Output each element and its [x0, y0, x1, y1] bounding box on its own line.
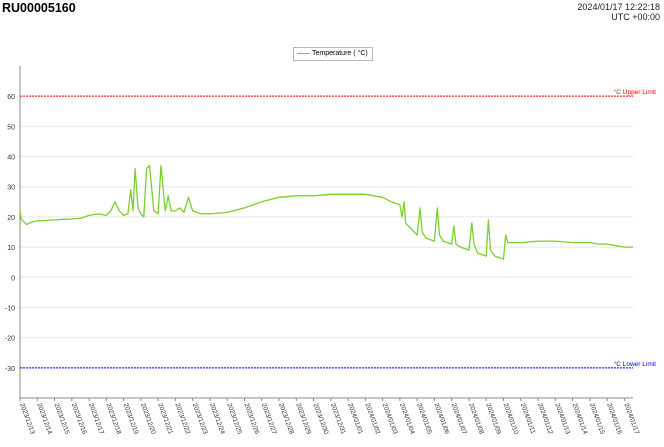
x-tick-label: 2024/01/13 — [553, 402, 571, 435]
x-tick-label: 2023/12/21 — [156, 402, 174, 435]
x-tick-label: 2023/12/15 — [53, 402, 71, 435]
legend-line-swatch — [297, 53, 310, 54]
x-tick-label: 2024/01/07 — [450, 402, 468, 435]
x-tick-label: 2023/12/22 — [174, 402, 192, 435]
x-tick-label: 2023/12/24 — [208, 402, 226, 435]
x-tick-label: 2023/12/23 — [191, 402, 209, 435]
x-tick-label: 2024/01/15 — [588, 402, 606, 435]
x-tick-label: 2024/01/17 — [622, 402, 640, 435]
x-tick-label: 2024/01/16 — [605, 402, 623, 435]
x-tick-label: 2024/01/12 — [536, 402, 554, 435]
x-tick-label: 2024/01/06 — [433, 402, 451, 435]
x-tick-label: 2024/01/04 — [398, 402, 416, 435]
x-tick-label: 2023/12/16 — [70, 402, 88, 435]
x-tick-label: 2024/01/09 — [484, 402, 502, 435]
x-tick-label: 2024/01/01 — [346, 402, 364, 435]
device-id: RU00005160 — [2, 1, 76, 15]
x-tick-label: 2024/01/11 — [519, 402, 537, 435]
upper-limit-label: °C Upper Limit — [614, 88, 657, 96]
temperature-series-line — [19, 164, 633, 260]
x-tick-label: 2024/01/08 — [467, 402, 485, 435]
x-tick-label: 2023/12/31 — [329, 402, 347, 435]
x-tick-label: 2024/01/02 — [363, 402, 381, 435]
y-tick-label: -20 — [5, 336, 15, 343]
y-tick-label: 0 — [11, 275, 15, 282]
x-tick-label: 2023/12/18 — [104, 402, 122, 435]
x-tick-label: 2023/12/30 — [312, 402, 330, 435]
y-tick-label: -10 — [5, 305, 15, 312]
lower-limit-label: °C Lower Limit — [614, 360, 657, 368]
report-timezone: UTC +00:00 — [611, 12, 660, 22]
y-tick-label: 50 — [7, 124, 15, 131]
legend-label: Temperature ( °C) — [312, 50, 368, 57]
chart-legend: Temperature ( °C) — [293, 47, 373, 61]
x-tick-label: 2023/12/27 — [260, 402, 278, 435]
x-tick-label: 2024/01/10 — [502, 402, 520, 435]
x-tick-label: 2023/12/17 — [87, 402, 105, 435]
x-tick-label: 2023/12/26 — [243, 402, 261, 435]
report-timestamp: 2024/01/17 12:22:18 — [577, 2, 660, 12]
y-tick-label: 40 — [7, 155, 15, 162]
x-tick-label: 2023/12/14 — [35, 402, 53, 435]
y-tick-label: 20 — [7, 215, 15, 222]
x-tick-label: 2024/01/03 — [381, 402, 399, 435]
x-tick-label: 2023/12/19 — [122, 402, 140, 435]
x-tick-label: 2023/12/28 — [277, 402, 295, 435]
x-tick-label: 2024/01/14 — [571, 402, 589, 435]
y-tick-label: 30 — [7, 185, 15, 192]
y-tick-label: -30 — [5, 366, 15, 373]
x-tick-label: 2023/12/29 — [294, 402, 312, 435]
y-tick-label: 10 — [7, 245, 15, 252]
x-tick-label: 2023/12/25 — [225, 402, 243, 435]
x-tick-label: 2023/12/20 — [139, 402, 157, 435]
x-tick-label: 2023/12/13 — [18, 402, 36, 435]
x-tick-label: 2024/01/05 — [415, 402, 433, 435]
y-tick-label: 60 — [7, 94, 15, 101]
